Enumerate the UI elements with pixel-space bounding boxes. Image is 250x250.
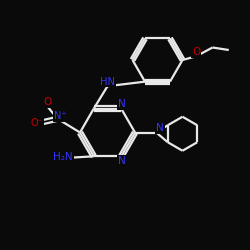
- Text: N⁺: N⁺: [54, 111, 66, 121]
- Text: O⁻: O⁻: [30, 118, 43, 128]
- Text: O: O: [192, 47, 200, 57]
- Text: O: O: [44, 97, 52, 107]
- Text: N: N: [118, 156, 126, 166]
- Text: H₂N: H₂N: [53, 152, 73, 162]
- Text: HN: HN: [100, 77, 116, 87]
- Text: N: N: [156, 123, 164, 133]
- Text: N: N: [118, 99, 126, 109]
